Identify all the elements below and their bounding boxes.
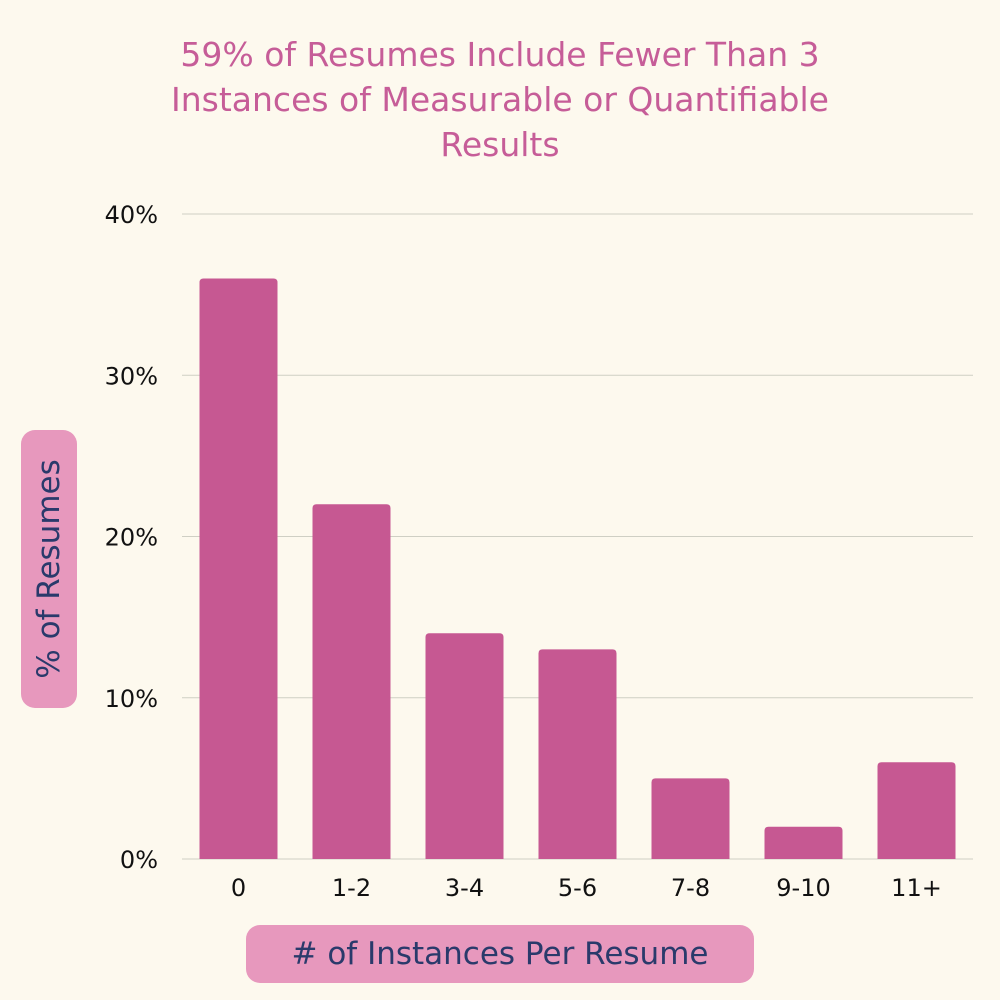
- bar-9-10: [764, 826, 843, 859]
- y-tick-label: 0%: [120, 846, 158, 874]
- x-tick-label: 5-6: [558, 874, 597, 902]
- x-tick-label: 7-8: [671, 874, 710, 902]
- bar-0: [199, 278, 278, 859]
- x-axis-label: # of Instances Per Resume: [246, 925, 754, 983]
- y-axis-label: % of Resumes: [31, 459, 67, 679]
- bar-11+: [877, 762, 956, 859]
- bar-1-2: [312, 504, 391, 859]
- y-tick-label: 20%: [105, 524, 158, 552]
- x-tick-label: 11+: [891, 874, 942, 902]
- y-tick-labels: 0% 10% 20% 30% 40%: [105, 201, 158, 874]
- bar-7-8: [651, 778, 730, 859]
- bars: [199, 278, 956, 859]
- x-tick-label: 9-10: [776, 874, 830, 902]
- y-tick-label: 40%: [105, 201, 158, 229]
- chart-title: 59% of Resumes Include Fewer Than 3 Inst…: [171, 35, 829, 164]
- y-axis-label-pill: [21, 430, 77, 708]
- x-tick-label: 0: [231, 874, 246, 902]
- y-tick-label: 30%: [105, 362, 158, 390]
- y-tick-label: 10%: [105, 685, 158, 713]
- bar-5-6: [538, 649, 617, 859]
- bar-3-4: [425, 633, 504, 859]
- x-tick-label: 3-4: [445, 874, 484, 902]
- x-tick-label: 1-2: [332, 874, 371, 902]
- x-tick-labels: 0 1-2 3-4 5-6 7-8 9-10 11+: [231, 874, 942, 902]
